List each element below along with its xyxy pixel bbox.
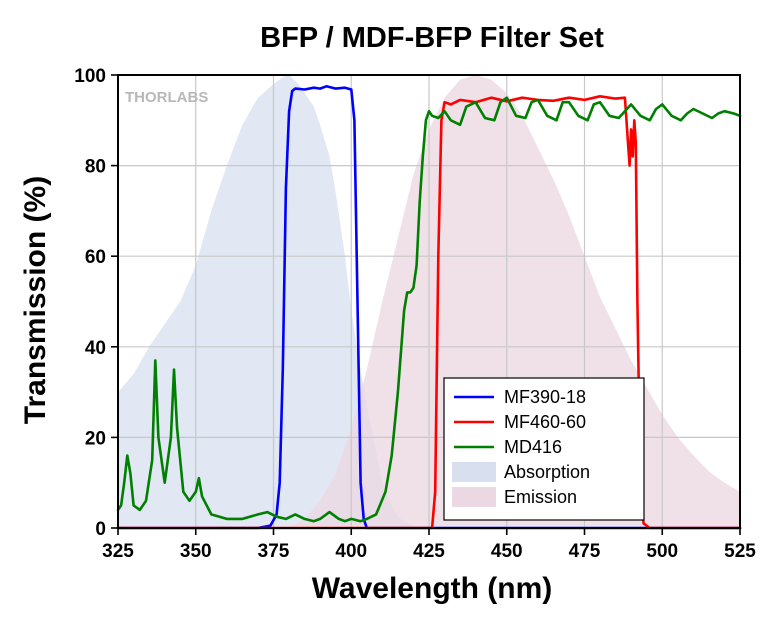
x-tick-label: 325 <box>102 541 134 562</box>
legend-label-emission: Emission <box>504 487 577 507</box>
y-axis-label: Transmission (%) <box>19 176 52 424</box>
thorlabs-watermark: THORLABS <box>125 89 208 106</box>
y-tick-label: 60 <box>85 247 106 268</box>
y-tick-label: 40 <box>85 338 106 359</box>
legend-label-mf460-60: MF460-60 <box>504 412 586 432</box>
series-mf390-18-line <box>116 85 742 530</box>
x-tick-label: 400 <box>335 541 367 562</box>
x-tick-label: 450 <box>491 541 523 562</box>
legend: MF390-18 MF460-60 MD416 Absorption Emission <box>443 377 645 521</box>
x-tick-label: 425 <box>413 541 445 562</box>
x-tick-label: 375 <box>258 541 290 562</box>
legend-label-mf390-18: MF390-18 <box>504 387 586 407</box>
x-tick-label: 475 <box>569 541 601 562</box>
series-md416-line <box>116 96 742 523</box>
line-series <box>116 85 742 530</box>
x-axis-label: Wavelength (nm) <box>312 572 553 605</box>
y-tick-label: 100 <box>74 66 106 87</box>
x-tick-label: 350 <box>180 541 212 562</box>
legend-swatch-emission <box>452 487 496 507</box>
chart-title: BFP / MDF-BFP Filter Set <box>260 22 604 54</box>
legend-label-md416: MD416 <box>504 437 562 457</box>
legend-label-absorption: Absorption <box>504 462 590 482</box>
x-tick-label: 525 <box>724 541 756 562</box>
y-tick-label: 0 <box>95 519 106 540</box>
x-axis-ticks: 325 350 375 400 425 450 475 500 525 <box>102 528 756 562</box>
plot-area: THORLABS <box>116 74 742 530</box>
legend-swatch-absorption <box>452 462 496 482</box>
y-axis-ticks: 0 20 40 60 80 100 <box>74 66 118 540</box>
y-tick-label: 80 <box>85 157 106 178</box>
y-tick-label: 20 <box>85 428 106 449</box>
series-mf460-60-line <box>116 95 742 530</box>
x-tick-label: 500 <box>646 541 678 562</box>
